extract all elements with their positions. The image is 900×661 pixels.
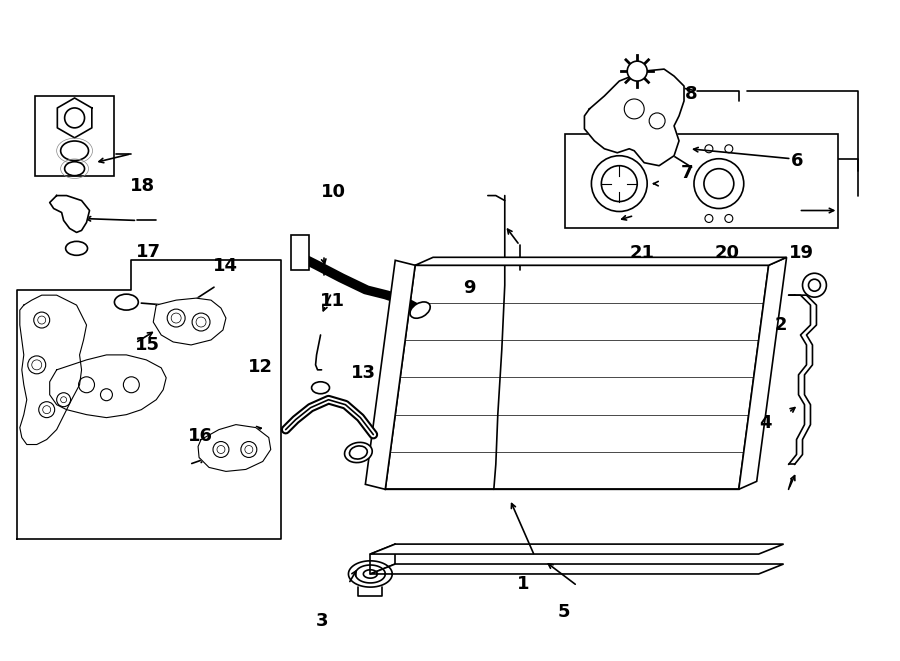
Polygon shape <box>370 544 784 554</box>
Text: 14: 14 <box>212 257 238 275</box>
Polygon shape <box>50 196 89 233</box>
Circle shape <box>694 159 743 208</box>
Circle shape <box>627 61 647 81</box>
Circle shape <box>591 156 647 212</box>
Circle shape <box>803 273 826 297</box>
Text: 4: 4 <box>760 414 771 432</box>
Polygon shape <box>198 424 271 471</box>
Ellipse shape <box>410 302 430 318</box>
Polygon shape <box>365 260 415 489</box>
Ellipse shape <box>60 141 88 161</box>
Text: 21: 21 <box>629 244 654 262</box>
Ellipse shape <box>345 442 373 463</box>
Polygon shape <box>17 260 281 539</box>
Ellipse shape <box>311 382 329 394</box>
Text: 17: 17 <box>136 243 161 260</box>
Polygon shape <box>20 295 86 444</box>
Text: 18: 18 <box>130 176 155 195</box>
Bar <box>35 96 114 176</box>
Polygon shape <box>50 355 166 418</box>
Polygon shape <box>58 98 92 137</box>
Text: 6: 6 <box>790 151 803 170</box>
Text: 2: 2 <box>774 316 787 334</box>
Text: 5: 5 <box>557 603 570 621</box>
Polygon shape <box>370 564 784 574</box>
Text: 3: 3 <box>316 613 328 631</box>
Text: 16: 16 <box>188 427 213 445</box>
Text: 9: 9 <box>464 279 476 297</box>
Text: 10: 10 <box>321 183 346 201</box>
Bar <box>564 134 839 229</box>
Polygon shape <box>415 257 787 265</box>
Text: 13: 13 <box>351 364 376 382</box>
Polygon shape <box>584 69 684 166</box>
Text: 8: 8 <box>685 85 698 102</box>
Polygon shape <box>153 298 226 345</box>
Text: 20: 20 <box>715 244 740 262</box>
Polygon shape <box>739 257 787 489</box>
Ellipse shape <box>114 294 139 310</box>
Text: 7: 7 <box>681 163 694 182</box>
Text: 11: 11 <box>320 292 345 310</box>
Text: 15: 15 <box>134 336 159 354</box>
Text: 1: 1 <box>518 575 530 593</box>
Text: 19: 19 <box>788 244 814 262</box>
Bar <box>291 235 309 270</box>
Ellipse shape <box>65 162 85 176</box>
Text: 12: 12 <box>248 358 274 375</box>
